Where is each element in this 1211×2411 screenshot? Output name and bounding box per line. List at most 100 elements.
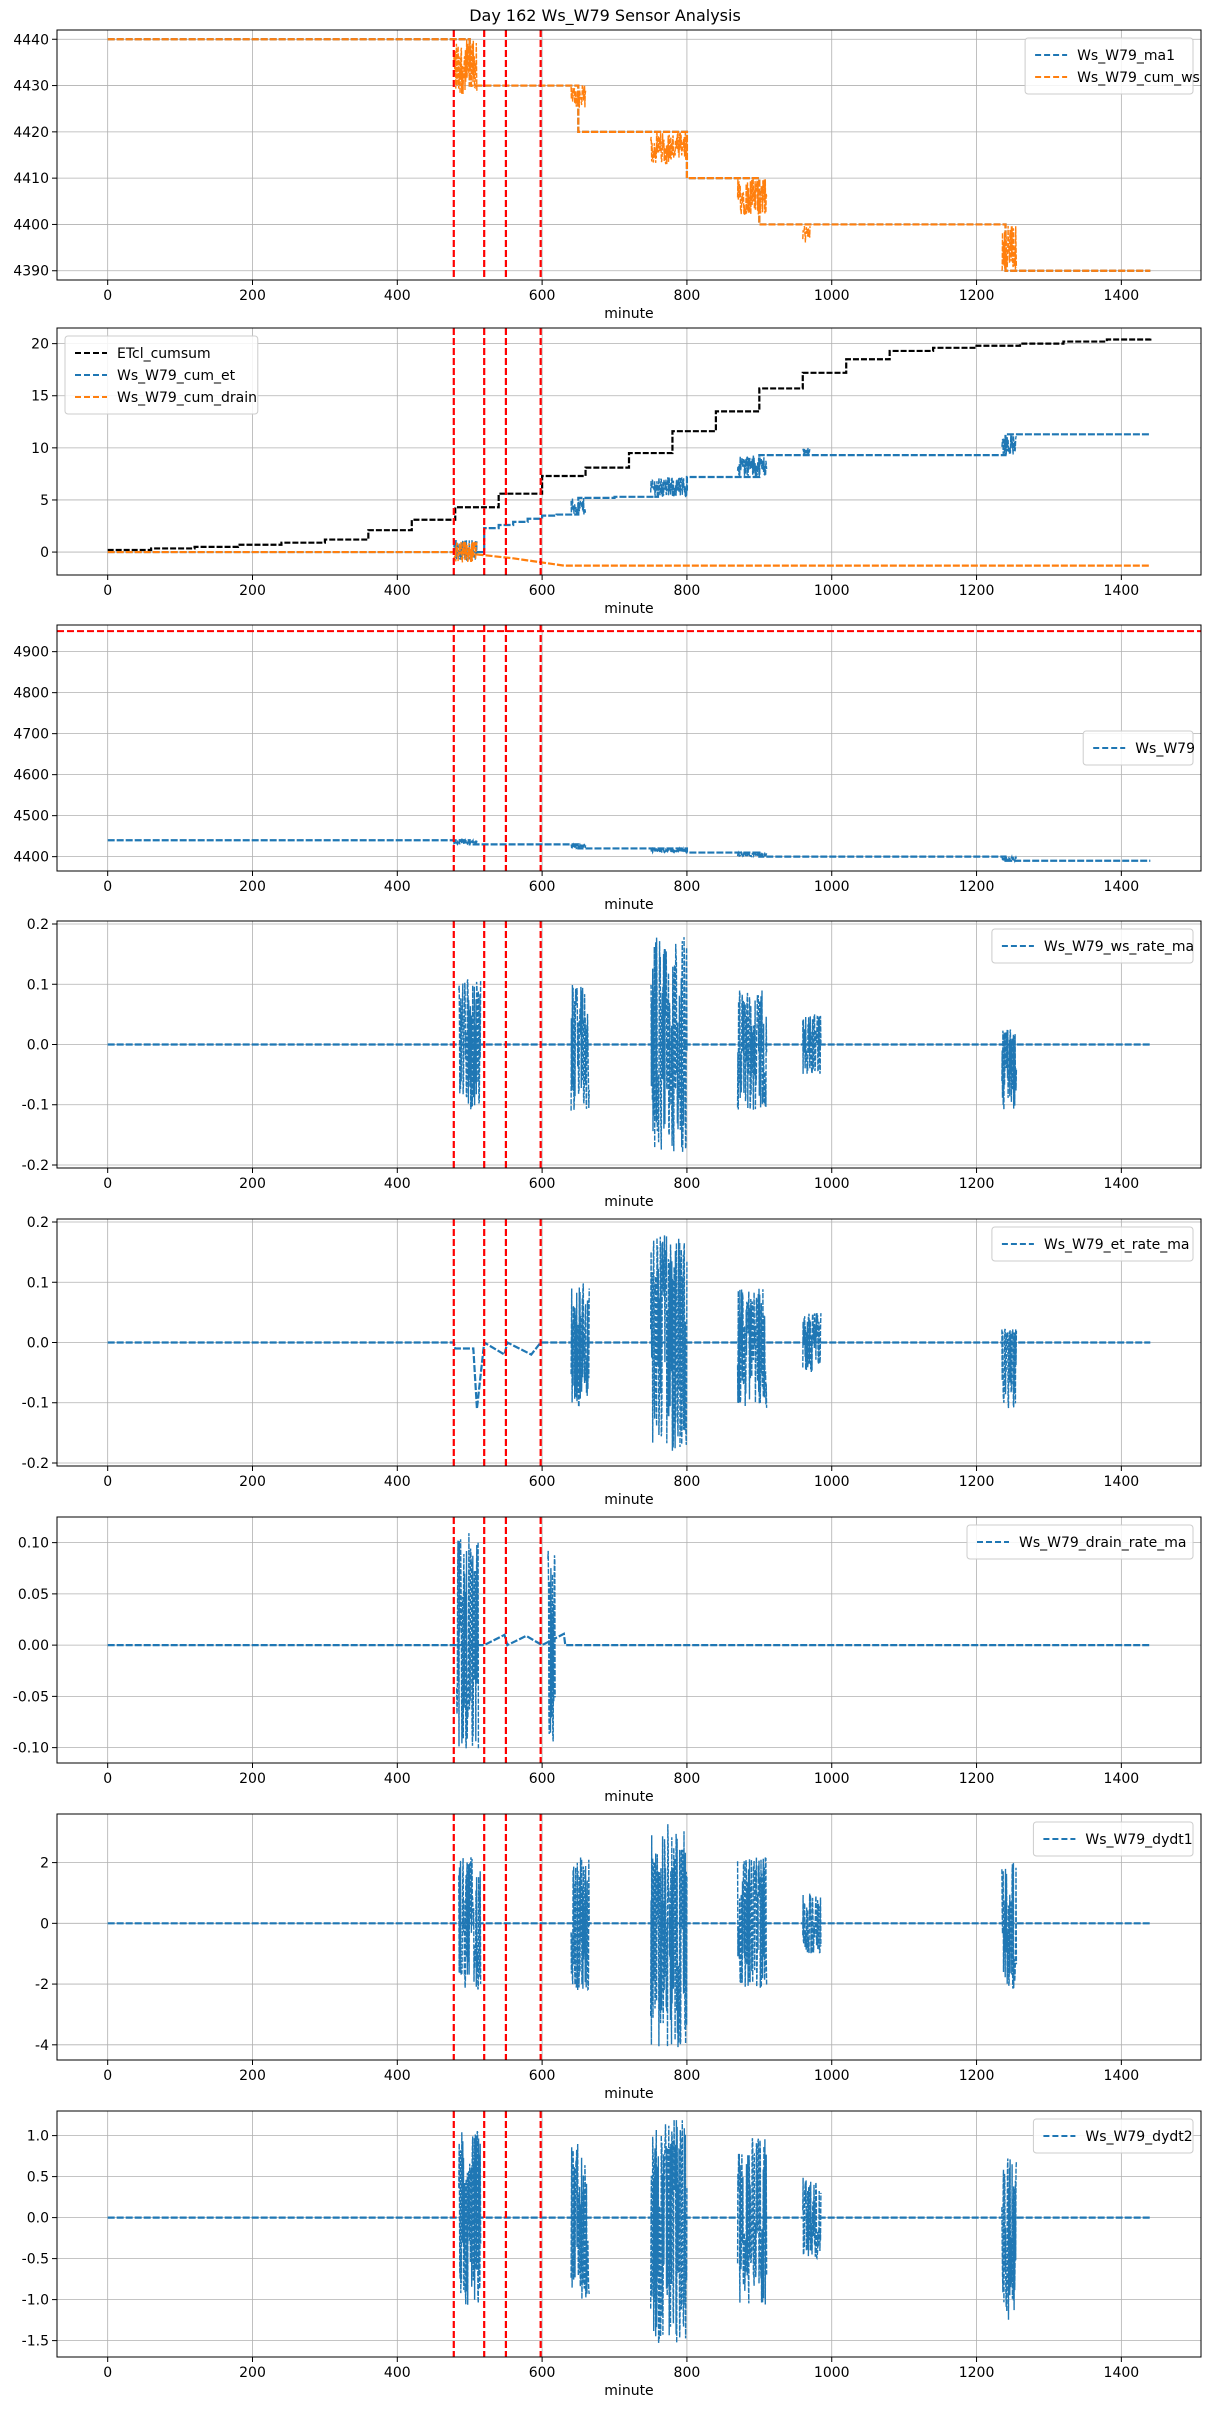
plot-area [107,1219,1151,1466]
x-tick-label: 1200 [959,879,995,895]
y-tick-label: -0.5 [22,2252,49,2268]
x-tick-label: 200 [239,1474,266,1490]
x-tick-label: 400 [384,1176,411,1192]
y-tick-label: -0.2 [22,1158,49,1174]
legend: Ws_W79_ma1 Ws_W79_cum_ws [1024,37,1200,95]
x-tick-label: 1400 [1104,1771,1140,1787]
series-burst [802,447,811,456]
legend-entry-etcl-cumsum: ETcl_cumsum [117,346,211,362]
chart-panel-6: 0 200 400 600 800 1000 1200 1400 -0.10 -0.05 0.00 0… [13,1516,1202,1805]
plot-area [57,625,1201,871]
x-tick-label: 1400 [1104,879,1140,895]
series-ws-w79-cum-ws [107,38,1151,272]
series-burst [570,842,587,851]
y-tick-label: 4800 [13,686,49,702]
x-axis-label: minute [604,1789,653,1805]
legend: Ws_W79_dydt2 [1032,2118,1194,2154]
y-tick-label: 0.10 [18,1536,49,1552]
legend-box [991,928,1194,964]
series-burst [458,1857,482,1990]
y-tick-label: 0.0 [27,1038,49,1054]
plot-area [107,2111,1151,2357]
legend-entry-ws-w79-et-rate-ma: Ws_W79_et_rate_ma [1044,1237,1190,1253]
y-tick-label: 0.0 [27,1336,49,1352]
series-burst [802,1312,822,1373]
series-burst [1001,854,1018,864]
series-burst [570,2143,590,2299]
y-tick-label: 0 [40,1916,49,1932]
axes-frame [56,29,1202,281]
series-line [107,433,1151,554]
series-line [107,38,1151,272]
x-tick-label: 1200 [959,1176,995,1192]
y-tick-label: 4500 [13,809,49,825]
x-tick-label: 400 [384,1771,411,1787]
x-tick-label: 1400 [1104,2068,1140,2084]
series-line [107,1632,1151,1647]
legend-entry-ws-w79-cum-et: Ws_W79_cum_et [117,368,236,384]
series-burst [1001,1862,1018,1989]
y-tick-label: 4700 [13,727,49,743]
series-burst [650,1235,688,1451]
x-tick-label: 0 [103,583,112,599]
x-tick-label: 600 [529,2068,556,2084]
x-tick-label: 1200 [959,583,995,599]
x-tick-label: 800 [674,288,701,304]
x-tick-label: 200 [239,288,266,304]
x-axis-label: minute [604,306,653,322]
x-tick-label: 1400 [1104,288,1140,304]
y-tick-label: 0.0 [27,2211,49,2227]
x-axis-label: minute [604,1492,653,1508]
chart-panel-3: 0 200 400 600 800 1000 1200 1400 4400 4500 4600 470… [13,624,1202,913]
series-burst [570,497,587,516]
x-tick-label: 800 [674,879,701,895]
y-tick-label: -1.0 [22,2293,49,2309]
y-tick-label: 4440 [13,32,49,48]
x-tick-label: 1400 [1104,1474,1140,1490]
series-burst [453,39,478,95]
series-etcl-cumsum [107,338,1152,552]
axes-frame [56,1516,1202,1764]
legend-entry-ws-w79-ws-rate-ma: Ws_W79_ws_rate_ma [1044,939,1194,955]
x-tick-label: 1400 [1104,583,1140,599]
legend-box [1024,37,1194,95]
series-burst [453,837,478,846]
series-burst [736,2138,768,2305]
legend-box [64,335,259,415]
y-tick-label: -0.10 [13,1741,49,1757]
series-ws-w79-et-rate-ma [107,1235,1151,1451]
x-axis-label: minute [604,897,653,913]
series-burst [570,984,590,1111]
series-ws-w79-ws-rate-ma [107,937,1151,1153]
x-tick-label: 600 [529,1474,556,1490]
x-tick-label: 1000 [814,1176,850,1192]
x-tick-label: 400 [384,583,411,599]
y-tick-label: 0.1 [27,977,49,993]
y-tick-label: 15 [31,389,49,405]
y-tick-label: 4410 [13,171,49,187]
x-tick-label: 1000 [814,879,850,895]
axes-frame [56,327,1202,576]
chart-panel-7: 0 200 400 600 800 1000 1200 1400 -4 -2 0 2 minute Ws_… [35,1813,1202,2102]
legend-entry-ws-w79-ma1: Ws_W79_ma1 [1077,48,1175,64]
y-tick-label: 4400 [13,217,49,233]
series-burst [1001,1328,1018,1409]
x-tick-label: 600 [529,879,556,895]
x-tick-label: 200 [239,2068,266,2084]
series-burst [802,1014,822,1074]
axes-frame [56,2110,1202,2358]
series-burst [650,2119,688,2344]
plot-area [107,921,1151,1168]
series-line [107,839,1151,862]
legend: ETcl_cumsum Ws_W79_cum_et Ws_W79_cum_drain [64,335,259,415]
y-tick-label: -0.2 [22,1456,49,1472]
x-axis-label: minute [604,2383,653,2399]
series-burst [650,131,688,165]
series-burst [736,990,768,1110]
x-tick-label: 0 [103,288,112,304]
series-line [107,550,1151,567]
series-ws-w79-ma1 [107,38,1151,272]
y-tick-label: 4420 [13,125,49,141]
chart-panel-2: 0 200 400 600 800 1000 1200 1400 0 5 10 15 20 minute E… [31,327,1202,617]
